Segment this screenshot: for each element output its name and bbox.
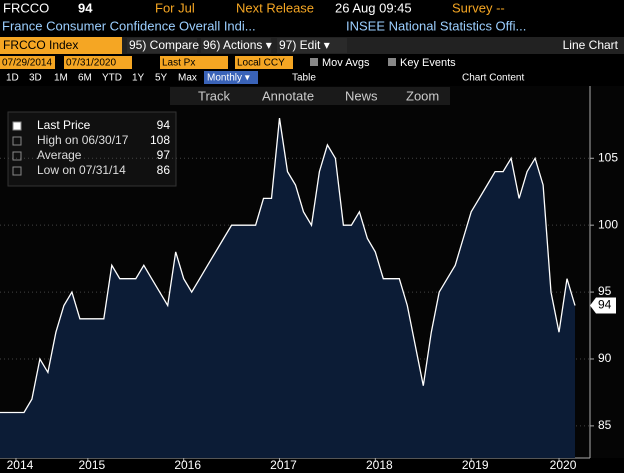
- option[interactable]: Mov Avgs: [322, 57, 370, 69]
- range-button[interactable]: 5Y: [155, 73, 168, 84]
- x-tick-label: 2014: [7, 458, 34, 472]
- survey: Survey --: [452, 0, 505, 15]
- currency-box[interactable]: [235, 56, 293, 69]
- frequency[interactable]: Monthly ▾: [207, 73, 250, 84]
- x-tick-label: 2016: [174, 458, 201, 472]
- tool-button[interactable]: News: [345, 88, 378, 103]
- area: [0, 118, 575, 458]
- end-date[interactable]: 07/31/2020: [66, 58, 116, 69]
- toolbar-button[interactable]: 96) Actions ▾: [203, 38, 272, 52]
- legend-label: High on 06/30/17: [37, 133, 129, 147]
- checkbox[interactable]: [310, 58, 318, 66]
- option[interactable]: Key Events: [400, 57, 456, 69]
- x-tick-label: 2018: [366, 458, 393, 472]
- toolbar-button-bg[interactable]: [201, 38, 271, 53]
- range-button[interactable]: 6M: [78, 73, 92, 84]
- field-box[interactable]: [160, 56, 228, 69]
- legend-icon: [12, 166, 22, 176]
- period: For Jul: [155, 0, 195, 15]
- x-tick-label: 2015: [78, 458, 105, 472]
- toolbar-button[interactable]: 97) Edit ▾: [279, 38, 330, 52]
- toolbar-button-bg[interactable]: [127, 38, 197, 53]
- legend-box: [7, 111, 177, 187]
- range-button[interactable]: 1Y: [132, 73, 145, 84]
- y-tick-label: 100: [598, 217, 618, 231]
- chart-content[interactable]: Chart Content: [462, 73, 524, 84]
- range-button[interactable]: YTD: [102, 73, 122, 84]
- range-button[interactable]: 3D: [29, 73, 42, 84]
- y-tick-label: 105: [598, 150, 618, 164]
- security-box: [0, 37, 122, 54]
- last-value-label: 94: [598, 298, 612, 312]
- end-date-box[interactable]: [64, 56, 132, 69]
- currency[interactable]: Local CCY: [237, 58, 285, 69]
- checkbox[interactable]: [388, 58, 396, 66]
- table-button[interactable]: Table: [292, 73, 316, 84]
- source: INSEE National Statistics Offi...: [346, 18, 526, 33]
- y-tick-label: 85: [598, 418, 612, 432]
- last-value-tag: [590, 297, 616, 314]
- x-tick-label: 2020: [550, 458, 577, 472]
- toolbar-button-bg[interactable]: [277, 38, 347, 53]
- legend-value: 86: [157, 163, 171, 177]
- y-tick-label: 90: [598, 351, 612, 365]
- last-price: 94: [78, 0, 93, 15]
- frequency-box[interactable]: [204, 71, 258, 84]
- range-button[interactable]: Max: [178, 73, 197, 84]
- toolbar-button[interactable]: 95) Compare: [129, 38, 199, 52]
- tool-button[interactable]: Annotate: [262, 88, 314, 103]
- legend-icon: [12, 136, 22, 146]
- tool-button[interactable]: Track: [198, 88, 231, 103]
- field[interactable]: Last Px: [162, 58, 195, 69]
- next-release: 26 Aug 09:45: [335, 0, 412, 15]
- x-tick-label: 2019: [462, 458, 489, 472]
- y-tick-label: 95: [598, 284, 612, 298]
- start-date[interactable]: 07/29/2014: [2, 58, 52, 69]
- tool-button[interactable]: Zoom: [406, 88, 439, 103]
- next-release-label: Next Release: [236, 0, 314, 15]
- security[interactable]: FRCCO Index: [3, 38, 78, 52]
- legend-icon: [12, 121, 22, 131]
- x-tick-label: 2017: [270, 458, 297, 472]
- legend-icon: [12, 151, 22, 161]
- legend-value: 108: [150, 133, 170, 147]
- tools-bg: [170, 87, 450, 105]
- range-button[interactable]: 1M: [54, 73, 68, 84]
- legend-value: 97: [157, 148, 171, 162]
- legend-label: Low on 07/31/14: [37, 163, 126, 177]
- legend-label: Average: [37, 148, 82, 162]
- ticker: FRCCO: [3, 0, 49, 15]
- security-name: France Consumer Confidence Overall Indi.…: [2, 18, 256, 33]
- line: [0, 118, 576, 414]
- legend-label: Last Price: [37, 118, 91, 132]
- range-button[interactable]: 1D: [6, 73, 19, 84]
- start-date-box[interactable]: [0, 56, 55, 69]
- chart-type: Line Chart: [563, 38, 619, 52]
- legend-value: 94: [157, 118, 171, 132]
